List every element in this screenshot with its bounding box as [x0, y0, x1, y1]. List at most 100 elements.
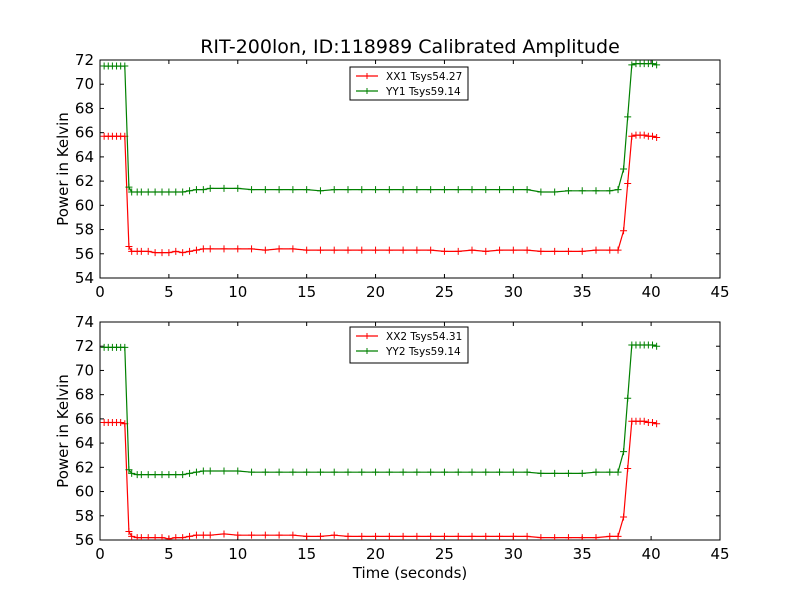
- data-point-marker: [303, 246, 311, 254]
- data-point-marker: [578, 469, 586, 477]
- data-point-marker: [179, 471, 187, 479]
- data-point-marker: [427, 186, 435, 194]
- x-tick-label: 35: [573, 545, 592, 563]
- data-point-marker: [537, 469, 545, 477]
- legend-box: [349, 66, 469, 101]
- data-point-marker: [316, 468, 324, 476]
- data-point-marker: [303, 532, 311, 540]
- data-point-marker: [440, 186, 448, 194]
- x-axis-label: Time (seconds): [352, 564, 468, 582]
- data-point-marker: [551, 188, 559, 196]
- data-point-marker: [653, 342, 661, 350]
- data-point-marker: [614, 532, 622, 540]
- data-point-marker: [358, 186, 366, 194]
- data-point-marker: [125, 183, 133, 191]
- data-point-marker: [606, 468, 614, 476]
- data-point-marker: [344, 246, 352, 254]
- data-point-marker: [158, 471, 166, 479]
- data-point-marker: [199, 467, 207, 475]
- data-point-marker: [454, 532, 462, 540]
- legend-marker: [364, 73, 370, 79]
- data-point-marker: [172, 471, 180, 479]
- data-point-marker: [624, 180, 632, 188]
- y-tick-label: 72: [75, 51, 94, 69]
- data-point-marker: [121, 62, 129, 70]
- x-tick-label: 30: [504, 545, 523, 563]
- data-point-marker: [592, 534, 600, 540]
- data-point-marker: [234, 531, 242, 539]
- y-tick-label: 70: [75, 361, 94, 379]
- data-point-marker: [165, 471, 173, 479]
- data-point-marker: [220, 530, 228, 538]
- data-point-marker: [653, 134, 661, 142]
- data-point-marker: [413, 532, 421, 540]
- data-point-marker: [648, 341, 656, 349]
- y-tick-label: 66: [75, 124, 94, 142]
- data-point-marker: [358, 468, 366, 476]
- data-point-marker: [482, 468, 490, 476]
- data-point-marker: [179, 534, 187, 540]
- data-point-marker: [289, 186, 297, 194]
- data-point-marker: [199, 531, 207, 539]
- data-point-marker: [275, 531, 283, 539]
- data-point-marker: [275, 245, 283, 253]
- y-tick-label: 56: [75, 531, 94, 549]
- data-point-marker: [385, 246, 393, 254]
- series-1-2: [100, 60, 661, 196]
- data-point-marker: [358, 246, 366, 254]
- data-point-marker: [413, 186, 421, 194]
- data-point-marker: [427, 468, 435, 476]
- series-2-2: [100, 341, 661, 479]
- data-point-marker: [620, 448, 628, 456]
- data-point-marker: [482, 186, 490, 194]
- data-point-marker: [564, 187, 572, 195]
- data-point-marker: [372, 468, 380, 476]
- legend-box: [349, 326, 469, 364]
- data-point-marker: [640, 417, 648, 425]
- data-point-marker: [261, 246, 269, 254]
- x-tick-label: 45: [710, 283, 729, 301]
- bottom-subplot: 0 5 10 15 20 25 30 35 40 45 56 58 60 62 64 66 68 70 72 74 Po…: [54, 313, 730, 582]
- data-point-marker: [482, 532, 490, 540]
- data-point-marker: [564, 534, 572, 540]
- data-point-marker: [399, 246, 407, 254]
- data-point-marker: [192, 186, 200, 194]
- data-point-marker: [648, 419, 656, 427]
- y-tick-label: 64: [75, 148, 94, 166]
- data-point-marker: [144, 471, 152, 479]
- x-tick-label: 25: [435, 545, 454, 563]
- data-point-marker: [496, 186, 504, 194]
- legend-marker: [364, 333, 370, 339]
- data-point-marker: [128, 532, 136, 540]
- data-point-marker: [248, 245, 256, 253]
- data-point-marker: [179, 249, 187, 257]
- data-point-marker: [628, 61, 636, 69]
- data-point-marker: [248, 531, 256, 539]
- data-point-marker: [427, 532, 435, 540]
- data-point-marker: [330, 246, 338, 254]
- data-point-marker: [440, 468, 448, 476]
- data-point-marker: [564, 469, 572, 477]
- y-tick-label: 54: [75, 269, 94, 287]
- y-tick-label: 60: [75, 483, 94, 501]
- data-point-marker: [537, 188, 545, 196]
- data-point-marker: [551, 247, 559, 255]
- data-point-marker: [275, 468, 283, 476]
- data-point-marker: [289, 245, 297, 253]
- legend-marker: [364, 88, 370, 94]
- x-tick-label: 10: [228, 283, 247, 301]
- data-point-marker: [248, 186, 256, 194]
- data-point-marker: [496, 468, 504, 476]
- data-point-marker: [496, 532, 504, 540]
- data-point-marker: [578, 534, 586, 540]
- data-point-marker: [199, 245, 207, 253]
- data-point-marker: [234, 184, 242, 192]
- data-point-marker: [165, 188, 173, 196]
- y-tick-label: 70: [75, 75, 94, 93]
- x-tick-label: 5: [164, 545, 174, 563]
- data-point-marker: [125, 243, 133, 251]
- data-point-marker: [330, 186, 338, 194]
- data-point-marker: [248, 468, 256, 476]
- x-tick-label: 0: [95, 545, 105, 563]
